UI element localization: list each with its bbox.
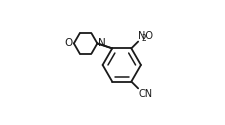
Text: NO: NO bbox=[138, 31, 153, 41]
Text: CN: CN bbox=[138, 89, 153, 99]
Text: O: O bbox=[65, 38, 73, 48]
Text: 2: 2 bbox=[142, 34, 147, 43]
Text: N: N bbox=[98, 38, 106, 48]
